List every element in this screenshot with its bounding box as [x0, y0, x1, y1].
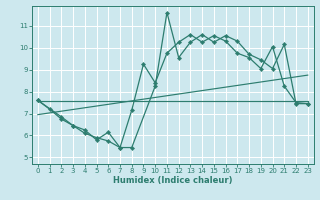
X-axis label: Humidex (Indice chaleur): Humidex (Indice chaleur) — [113, 176, 233, 185]
